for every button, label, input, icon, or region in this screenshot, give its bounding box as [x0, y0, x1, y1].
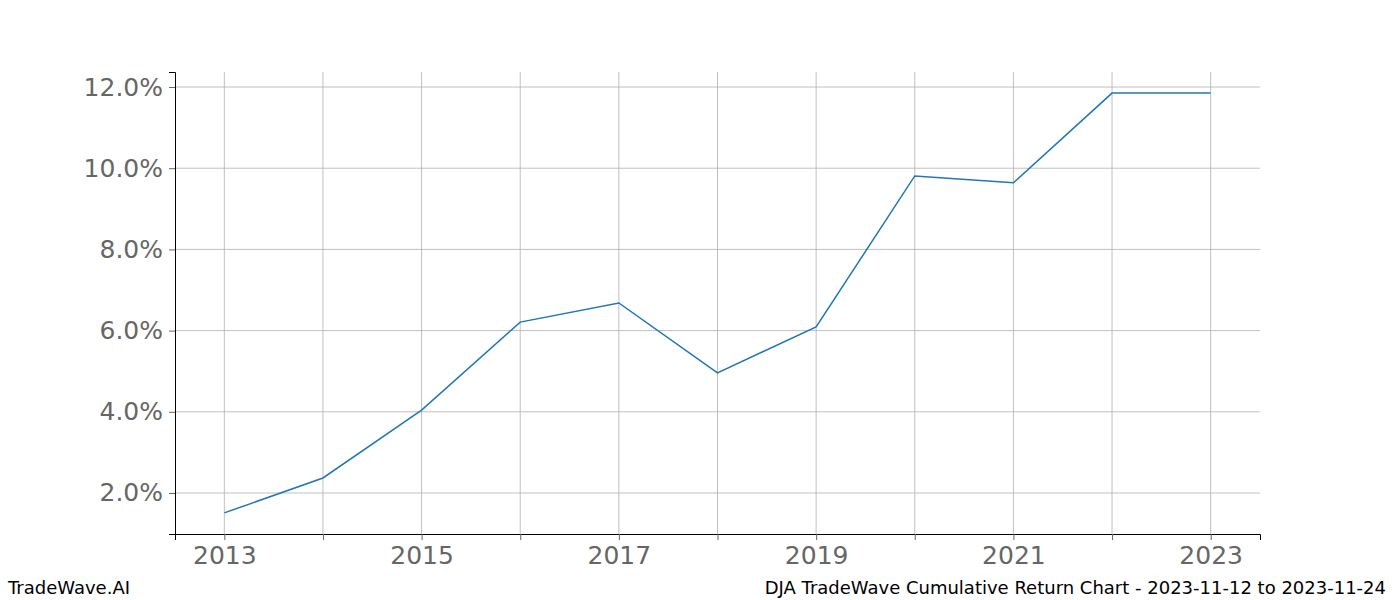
x-tick [718, 534, 719, 540]
grid-line-x [421, 72, 422, 534]
x-tick-label: 2021 [982, 541, 1046, 570]
grid-line-x [1112, 72, 1113, 534]
x-tick-mark [224, 534, 225, 540]
x-tick [323, 534, 324, 540]
grid-line-x [914, 72, 915, 534]
chart: 2013 2015 2017 2019 2021 2023 2.0% 4.0% 6.0% 8.0%… [0, 0, 1400, 600]
y-tick: 12.0% [84, 73, 175, 102]
y-tick-label: 12.0% [84, 73, 163, 102]
y-tick-label: 2.0% [99, 478, 163, 507]
x-tick-mark [619, 534, 620, 540]
return-line [224, 93, 1210, 513]
x-tick [915, 534, 916, 540]
x-tick: 2013 [193, 534, 257, 570]
x-tick-mark [323, 534, 324, 540]
x-tick-label: 2019 [785, 541, 849, 570]
y-tick-mark [169, 412, 175, 413]
grid-line-x [322, 72, 323, 534]
y-tick-mark [169, 249, 175, 250]
x-tick-mark [718, 534, 719, 540]
x-tick: 2019 [785, 534, 849, 570]
y-tick: 10.0% [84, 154, 175, 183]
grid-line-x [717, 72, 718, 534]
grid-line-x [1013, 72, 1014, 534]
y-tick: 4.0% [99, 397, 175, 426]
grid [175, 72, 1260, 534]
watermark: TradeWave.AI [7, 577, 130, 598]
axis-line [169, 73, 176, 535]
grid-line-x [224, 72, 225, 534]
x-tick-mark [816, 534, 817, 540]
x-tick-label: 2015 [390, 541, 454, 570]
grid-line-x [520, 72, 521, 534]
x-tick: 2017 [588, 534, 652, 570]
chart-title: DJA TradeWave Cumulative Return Chart - … [765, 577, 1386, 598]
x-axis: 2013 2015 2017 2019 2021 2023 [176, 534, 1261, 570]
x-tick-mark [520, 534, 521, 540]
y-tick-mark [169, 87, 175, 88]
y-axis: 2.0% 4.0% 6.0% 8.0% 10.0% 12.0% [84, 73, 176, 535]
x-tick-mark [1112, 534, 1113, 540]
x-tick [1112, 534, 1113, 540]
y-tick: 8.0% [99, 235, 175, 264]
x-tick: 2015 [390, 534, 454, 570]
y-tick-mark [169, 168, 175, 169]
x-tick-label: 2013 [193, 541, 257, 570]
x-tick: 2021 [982, 534, 1046, 570]
x-tick-mark [1013, 534, 1014, 540]
axis-line [176, 535, 1261, 541]
x-tick-label: 2017 [588, 541, 652, 570]
grid-line-y [175, 330, 1260, 331]
y-tick-label: 8.0% [99, 235, 163, 264]
y-tick: 6.0% [99, 316, 175, 345]
y-tick: 2.0% [99, 478, 175, 507]
grid-line-y [175, 249, 1260, 250]
x-tick-mark [915, 534, 916, 540]
y-tick-label: 4.0% [99, 397, 163, 426]
y-tick-label: 10.0% [84, 154, 163, 183]
x-tick: 2023 [1179, 534, 1243, 570]
grid-line-y [175, 492, 1260, 493]
grid-line-y [175, 168, 1260, 169]
x-tick-mark [1211, 534, 1212, 540]
grid-line-y [175, 411, 1260, 412]
plot-area [224, 93, 1210, 513]
grid-line-x [1210, 72, 1211, 534]
y-tick-label: 6.0% [99, 316, 163, 345]
x-tick-mark [422, 534, 423, 540]
y-tick-mark [169, 331, 175, 332]
y-tick-mark [169, 493, 175, 494]
grid-line-y [175, 87, 1260, 88]
x-tick [520, 534, 521, 540]
grid-line-x [816, 72, 817, 534]
x-tick-label: 2023 [1179, 541, 1243, 570]
